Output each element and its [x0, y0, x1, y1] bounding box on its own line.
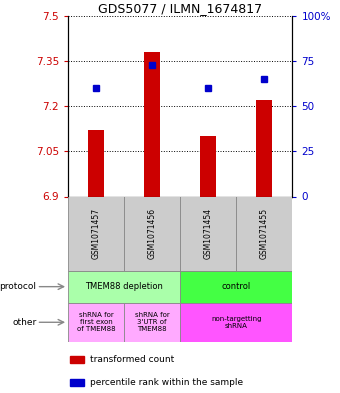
Bar [70, 379, 84, 386]
Text: TMEM88 depletion: TMEM88 depletion [85, 282, 163, 291]
Bar [180, 303, 292, 342]
Bar [68, 271, 180, 303]
Text: control: control [222, 282, 251, 291]
Bar [70, 356, 84, 364]
Bar [124, 303, 180, 342]
Bar [68, 196, 124, 271]
Bar [200, 136, 216, 196]
Text: percentile rank within the sample: percentile rank within the sample [90, 378, 243, 387]
Text: GSM1071457: GSM1071457 [91, 208, 101, 259]
Text: GSM1071455: GSM1071455 [260, 208, 269, 259]
Text: protocol: protocol [0, 282, 37, 291]
Bar [236, 196, 292, 271]
Bar [124, 196, 180, 271]
Title: GDS5077 / ILMN_1674817: GDS5077 / ILMN_1674817 [98, 2, 262, 15]
Text: GSM1071454: GSM1071454 [204, 208, 213, 259]
Bar [88, 130, 104, 196]
Text: GSM1071456: GSM1071456 [148, 208, 157, 259]
Text: other: other [12, 318, 37, 327]
Bar [144, 52, 160, 196]
Text: non-targetting
shRNA: non-targetting shRNA [211, 316, 261, 329]
Bar [180, 196, 236, 271]
Text: transformed count: transformed count [90, 355, 175, 364]
Bar [68, 303, 124, 342]
Text: shRNA for
first exon
of TMEM88: shRNA for first exon of TMEM88 [77, 312, 115, 332]
Text: shRNA for
3'UTR of
TMEM88: shRNA for 3'UTR of TMEM88 [135, 312, 170, 332]
Bar [180, 271, 292, 303]
Bar [256, 100, 272, 196]
